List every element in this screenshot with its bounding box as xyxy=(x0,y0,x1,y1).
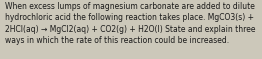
Text: When excess lumps of magnesium carbonate are added to dilute
hydrochloric acid t: When excess lumps of magnesium carbonate… xyxy=(5,2,256,45)
